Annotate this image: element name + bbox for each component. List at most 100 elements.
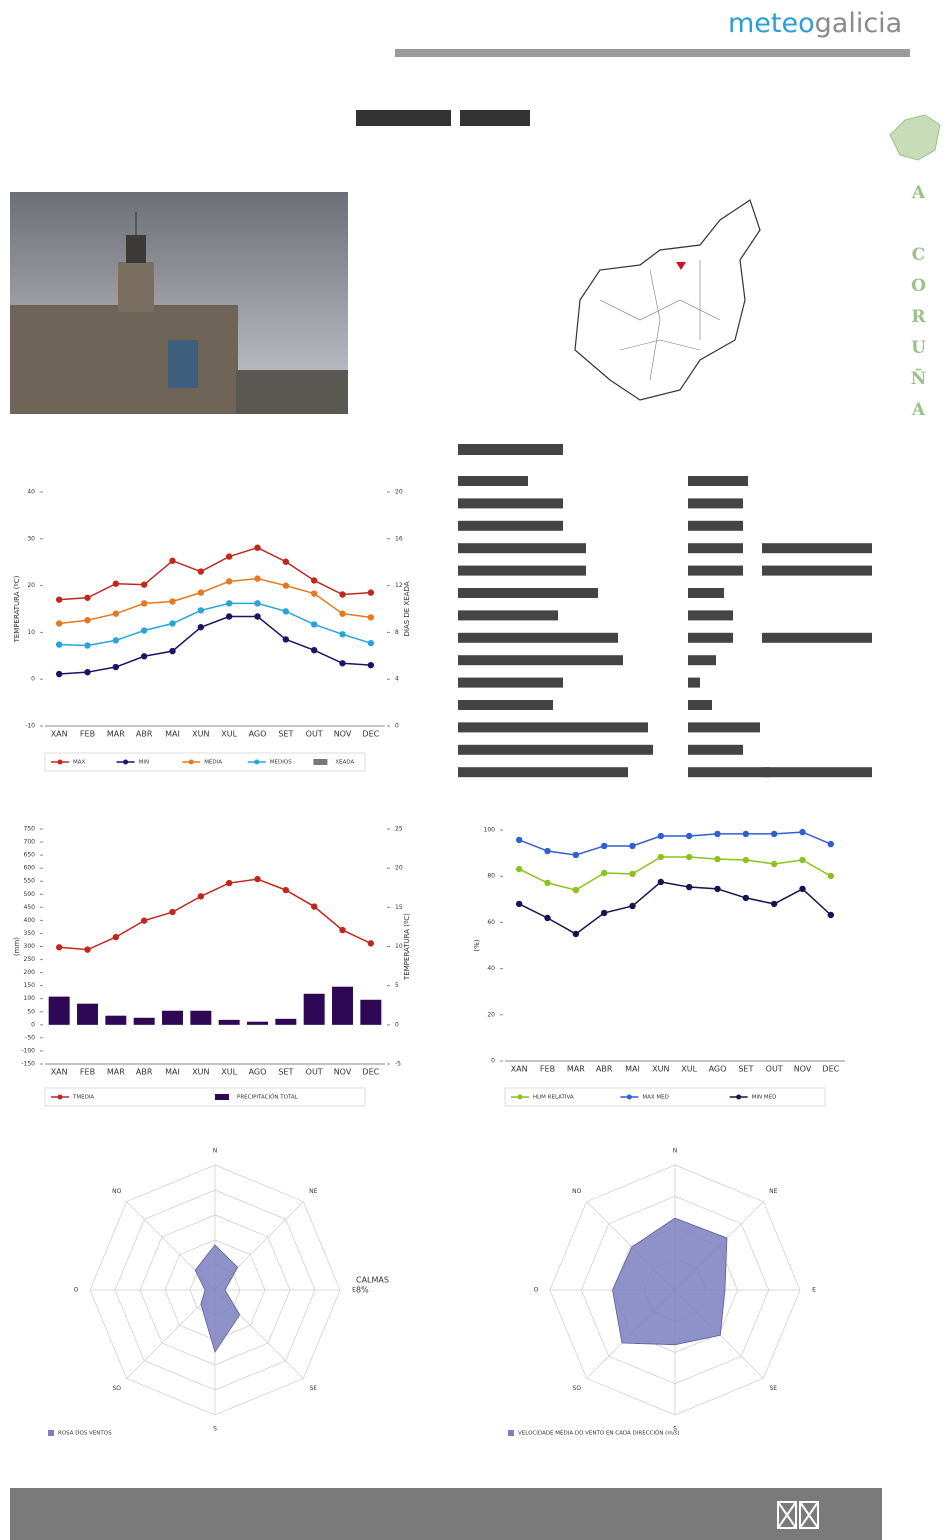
x-tick-label: XUL <box>221 730 237 739</box>
y2-tick-label: -5 <box>395 1061 401 1068</box>
point <box>742 856 750 864</box>
y-axis-title: (mm) <box>13 937 21 956</box>
x-tick-label: MAI <box>625 1065 640 1074</box>
y-tick-label: 750 <box>24 826 36 833</box>
series-line <box>518 881 832 935</box>
table-cell <box>688 543 743 554</box>
x-tick-label: SET <box>278 1068 293 1077</box>
point <box>282 582 290 589</box>
x-tick-label: XUN <box>652 1065 669 1074</box>
point <box>339 631 346 638</box>
series-line <box>59 878 372 951</box>
point <box>112 663 120 671</box>
y-tick-label: 0 <box>491 1058 495 1065</box>
table-cell <box>458 700 553 710</box>
direction-label: NO <box>572 1188 581 1195</box>
x-tick-label: SET <box>278 730 293 739</box>
point <box>657 878 665 886</box>
point <box>140 600 148 607</box>
point <box>685 883 693 891</box>
point <box>310 621 318 628</box>
legend-swatch <box>123 759 129 765</box>
point <box>84 642 91 649</box>
point <box>770 830 778 838</box>
y-tick-label: 60 <box>487 919 495 926</box>
point <box>112 637 120 644</box>
radar-area <box>194 1244 241 1353</box>
legend-swatch <box>215 1094 229 1100</box>
point <box>310 646 318 654</box>
x-tick-label: MAI <box>165 730 180 739</box>
series-line <box>518 856 832 891</box>
x-tick-label: DEC <box>362 1068 379 1077</box>
direction-label: NE <box>309 1188 317 1195</box>
point <box>254 613 261 620</box>
point <box>572 930 580 938</box>
point <box>544 847 551 855</box>
direction-label: O <box>74 1287 79 1294</box>
table-cell <box>458 476 528 486</box>
y2-axis-title: TEMPERATURA (ºC) <box>403 913 411 981</box>
legend-swatch <box>254 759 260 765</box>
point <box>367 589 375 596</box>
y-tick-label: 20 <box>27 582 35 589</box>
table-cell <box>762 565 872 576</box>
legend-swatch <box>188 759 194 765</box>
x-tick-label: OUT <box>306 730 323 739</box>
annotation: 8% <box>356 1286 369 1295</box>
legend-label: MEDIOS <box>270 760 292 766</box>
direction-label: SE <box>769 1385 777 1392</box>
x-tick-label: XAN <box>51 730 68 739</box>
legend-label: HUM RELATIVA <box>533 1095 574 1101</box>
point <box>140 581 148 588</box>
radar-area <box>612 1217 728 1346</box>
legend-swatch <box>626 1094 632 1100</box>
y-tick-label: 600 <box>24 865 36 872</box>
subtitle-illegible <box>395 49 910 57</box>
y2-tick-label: 0 <box>395 1021 399 1028</box>
point <box>714 855 721 863</box>
legend-label: PRECIPITACIÓN TOTAL <box>237 1094 299 1101</box>
direction-label: N <box>673 1148 678 1155</box>
y2-tick-label: 5 <box>395 982 399 989</box>
point <box>225 553 233 560</box>
y-tick-label: 100 <box>24 995 36 1002</box>
point <box>714 830 721 838</box>
table-cell <box>688 677 700 688</box>
legend-label: VELOCIDADE MEDIA DO VENTO EN CADA DIRECC… <box>518 1430 680 1437</box>
x-tick-label: ABR <box>136 730 153 739</box>
y-axis-title: (%) <box>473 939 481 951</box>
table-cell <box>458 520 563 531</box>
point <box>197 893 205 900</box>
legend-label: MAX <box>73 760 86 766</box>
table-cell <box>458 498 563 509</box>
point <box>254 575 261 582</box>
point <box>515 836 523 844</box>
y-tick-label: 550 <box>24 878 36 885</box>
direction-label: S <box>673 1426 677 1433</box>
point <box>367 940 375 947</box>
point <box>197 624 205 631</box>
table-cell <box>458 610 558 621</box>
y2-tick-label: 16 <box>395 535 403 542</box>
point <box>282 558 290 565</box>
y-axis-title: TEMPERATURA (ºC) <box>13 575 21 643</box>
y-tick-label: 300 <box>24 943 36 950</box>
table-cell <box>688 588 724 598</box>
point <box>169 598 176 605</box>
point <box>55 641 63 648</box>
point <box>714 885 721 893</box>
spoke <box>126 1289 216 1379</box>
direction-label: SE <box>309 1385 317 1392</box>
legend-swatch <box>57 1094 63 1100</box>
point <box>282 886 290 894</box>
region-icon <box>889 114 941 161</box>
point <box>169 620 176 627</box>
point <box>600 909 608 917</box>
bar <box>162 1010 183 1025</box>
point <box>225 578 233 585</box>
legend-swatch <box>57 759 63 765</box>
x-tick-label: AGO <box>249 1068 267 1077</box>
